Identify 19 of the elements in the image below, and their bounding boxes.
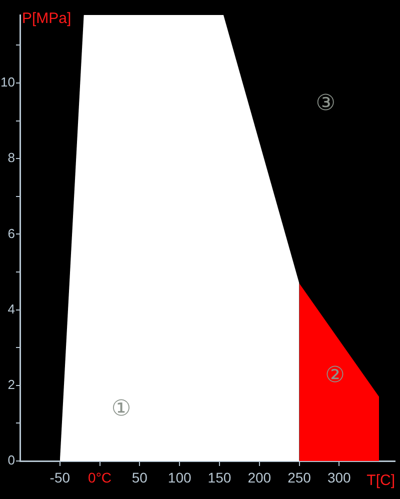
y-tick-label: 10 — [0, 74, 15, 90]
x-tick-label: 150 — [208, 469, 232, 486]
x-tick-label: 300 — [327, 469, 352, 486]
y-axis-title: P[MPa] — [22, 10, 72, 28]
annotation: ① — [111, 396, 132, 422]
x-tick-label: 200 — [248, 469, 272, 486]
annotation: ② — [325, 362, 345, 388]
y-tick-label: 6 — [8, 226, 15, 241]
y-tick-label: 0 — [8, 452, 15, 468]
x-tick-label: 100 — [168, 469, 192, 486]
x-tick-label: 250 — [288, 469, 312, 486]
x-tick-label: 50 — [132, 469, 148, 486]
y-tick-label: 8 — [8, 150, 15, 166]
y-tick-label: 4 — [8, 301, 15, 316]
x-axis-title: T[C] — [366, 472, 395, 490]
x-tick-label: -50 — [50, 469, 70, 486]
x-tick-label: 0°C — [88, 469, 112, 486]
annotation: ③ — [316, 90, 336, 116]
y-tick-label: 2 — [8, 376, 15, 392]
